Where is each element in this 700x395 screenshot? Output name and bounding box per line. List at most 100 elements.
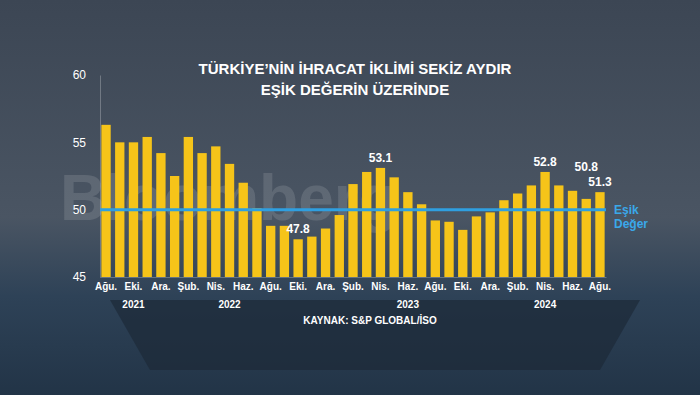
title: TÜRKİYE’NİN İHRACAT İKLİMİ SEKİZ AYDIR EŞ… (199, 60, 512, 98)
background (0, 0, 700, 395)
x-tick-label: Ağu. (424, 281, 446, 292)
bar (389, 177, 398, 277)
bar (293, 239, 302, 277)
bar (362, 172, 371, 277)
year-label: 2024 (534, 299, 557, 310)
bar (486, 212, 495, 277)
x-tick: Haz. (562, 277, 583, 292)
bar (252, 208, 261, 277)
x-tick: Şub. (507, 277, 529, 292)
x-tick: Eki. (454, 277, 472, 292)
x-tick: Ağu. (260, 277, 282, 292)
bar (335, 215, 344, 277)
x-tick-label: Şub. (342, 281, 364, 292)
data-label: 47.8 (286, 222, 310, 236)
y-tick: 55 (73, 136, 100, 150)
y-tick-label: 60 (73, 68, 87, 82)
y-axis-line (100, 76, 101, 278)
x-tick: Nis. (207, 277, 226, 292)
bar (513, 194, 522, 277)
bar (225, 164, 234, 277)
bar (239, 183, 248, 277)
data-label: 52.8 (533, 155, 557, 169)
data-label: 53.1 (369, 151, 393, 165)
bar (595, 192, 604, 277)
bar (266, 226, 275, 277)
x-axis: Ağu. Eki. Ara. Şub. Nis. Haz. Ağu. Eki. Ara. Şub.… (95, 277, 611, 292)
x-tick-label: Şub. (507, 281, 529, 292)
x-tick-label: Eki. (454, 281, 472, 292)
x-tick-label: Ağu. (589, 281, 611, 292)
bar (348, 184, 357, 277)
x-tick: Ağu. (95, 277, 117, 292)
y-tick-label: 50 (73, 203, 87, 217)
threshold-line (100, 208, 606, 211)
x-tick-label: Ara. (151, 281, 171, 292)
title-line: TÜRKİYE’NİN İHRACAT İKLİMİ SEKİZ AYDIR (199, 60, 512, 77)
x-tick: Nis. (536, 277, 555, 292)
bar (444, 222, 453, 277)
x-tick: Ağu. (424, 277, 446, 292)
bar (568, 191, 577, 277)
bar (156, 153, 165, 277)
x-tick-label: Eki. (289, 281, 307, 292)
plot-area (100, 125, 606, 277)
y-tick: 60 (73, 68, 100, 82)
bar (211, 146, 220, 277)
x-tick: Şub. (342, 277, 364, 292)
bar (540, 172, 549, 277)
bar (307, 237, 316, 277)
bar (527, 185, 536, 277)
x-tick: Haz. (398, 277, 419, 292)
year-label: 2022 (218, 299, 241, 310)
x-tick: Ağu. (589, 277, 611, 292)
x-tick-label: Ağu. (260, 281, 282, 292)
source: KAYNAK: S&P GLOBAL/İSO (303, 314, 437, 326)
bar (458, 230, 467, 277)
x-tick: Eki. (289, 277, 307, 292)
chart: BloombergTÜRKİYE’NİN İHRACAT İKLİMİ SEKİ… (0, 0, 700, 395)
x-tick: Nis. (371, 277, 390, 292)
x-tick-label: Haz. (562, 281, 583, 292)
ship-silhouette (110, 300, 640, 370)
y-tick-label: 55 (73, 136, 87, 150)
year-label: 2023 (397, 299, 420, 310)
y-axis: 45 50 55 60 (73, 68, 101, 284)
threshold-label: Değer (614, 217, 648, 231)
bar (184, 137, 193, 277)
data-label: 51.3 (588, 175, 612, 189)
bar (472, 216, 481, 277)
x-tick: Ara. (316, 277, 336, 292)
x-tick-label: Ağu. (95, 281, 117, 292)
x-tick-label: Şub. (178, 281, 200, 292)
bar (417, 204, 426, 277)
y-tick: 50 (73, 203, 100, 217)
x-tick-label: Haz. (398, 281, 419, 292)
x-tick: Ara. (480, 277, 500, 292)
x-tick: Şub. (178, 277, 200, 292)
x-tick-label: Ara. (480, 281, 500, 292)
bar (499, 200, 508, 277)
bar (376, 168, 385, 277)
x-tick: Ara. (151, 277, 171, 292)
y-tick-label: 45 (73, 270, 87, 284)
x-tick: Eki. (125, 277, 143, 292)
bar (101, 125, 110, 277)
bar (143, 137, 152, 277)
x-tick-label: Ara. (316, 281, 336, 292)
x-tick: Haz. (233, 277, 254, 292)
bar (170, 176, 179, 277)
bar (321, 229, 330, 277)
year-label: 2021 (122, 299, 145, 310)
x-tick-label: Nis. (536, 281, 555, 292)
bar (431, 220, 440, 277)
x-tick-label: Eki. (125, 281, 143, 292)
bar (554, 185, 563, 277)
bar (197, 153, 206, 277)
x-tick-label: Nis. (371, 281, 390, 292)
x-tick-label: Nis. (207, 281, 226, 292)
x-axis-line (101, 277, 607, 278)
x-tick-label: Haz. (233, 281, 254, 292)
data-label: 50.8 (575, 160, 599, 174)
title-line: EŞİK DEĞERİN ÜZERİNDE (261, 81, 449, 98)
